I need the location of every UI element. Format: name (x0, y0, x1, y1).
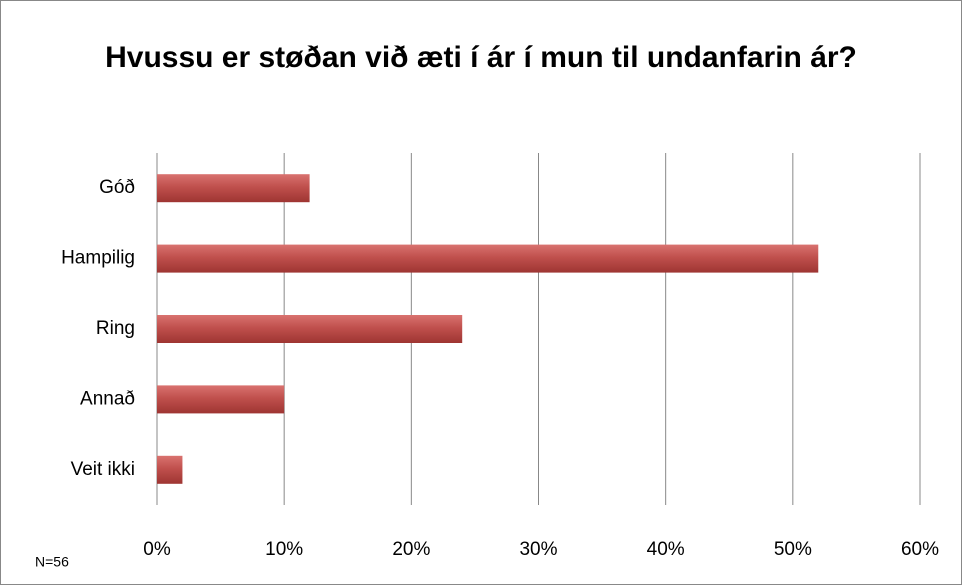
bar (157, 244, 819, 273)
bar (157, 385, 285, 414)
y-tick-label: Ring (96, 318, 135, 339)
x-tick-label: 0% (143, 539, 171, 560)
y-tick-label: Góð (99, 177, 135, 198)
y-tick-label: Hampilig (61, 248, 135, 269)
x-tick-label: 20% (392, 539, 430, 560)
bar (157, 455, 183, 484)
bar (157, 315, 463, 343)
annotation: N=56 (35, 554, 69, 570)
x-tick-label: 60% (901, 539, 939, 560)
chart-title: Hvussu er støðan við æti í ár í mun til … (105, 41, 857, 74)
y-tick-label: Veit ikki (71, 459, 135, 480)
x-tick-label: 10% (265, 539, 303, 560)
x-tick-label: 50% (774, 539, 812, 560)
y-tick-label: Annað (80, 388, 135, 409)
bar (157, 174, 310, 203)
x-tick-label: 30% (519, 539, 557, 560)
x-tick-label: 40% (647, 539, 685, 560)
